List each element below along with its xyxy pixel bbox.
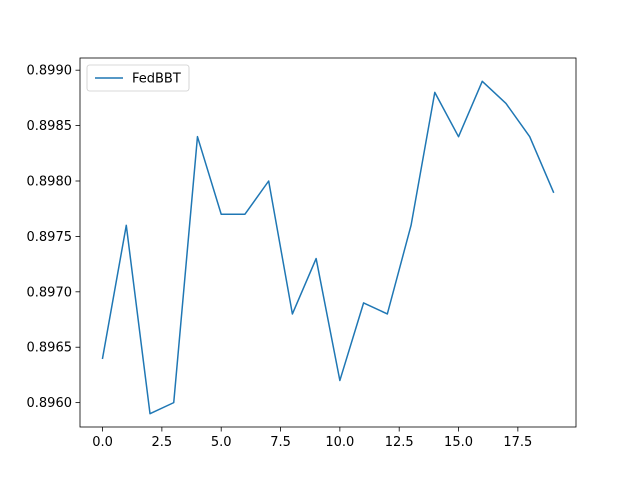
y-tick-label: 0.8975: [27, 230, 73, 245]
y-tick-label: 0.8965: [27, 341, 73, 356]
legend-box: [86, 64, 190, 92]
x-tick-label: 5.0: [211, 435, 232, 450]
legend-label: FedBBT: [132, 72, 181, 87]
x-tick-label: 0.0: [92, 435, 113, 450]
x-tick-label: 2.5: [152, 435, 173, 450]
y-tick-label: 0.8970: [27, 285, 73, 300]
series-line-0: [101, 80, 555, 415]
y-tick-label: 0.8990: [27, 64, 73, 79]
axes-frame: [79, 57, 577, 428]
y-tick-label: 0.8960: [27, 396, 73, 411]
x-tick-label: 12.5: [385, 435, 414, 450]
x-tick-label: 10.0: [325, 435, 354, 450]
y-tick-label: 0.8980: [27, 175, 73, 190]
x-tick-label: 15.0: [444, 435, 473, 450]
plot-area: 0.0 2.5 5.0 7.5 10.0 12.5 15.0 17.5 0.8960 0.8965…: [27, 57, 577, 450]
x-tick-label: 7.5: [270, 435, 291, 450]
y-tick-label: 0.8985: [27, 119, 73, 134]
x-tick-label: 17.5: [503, 435, 532, 450]
